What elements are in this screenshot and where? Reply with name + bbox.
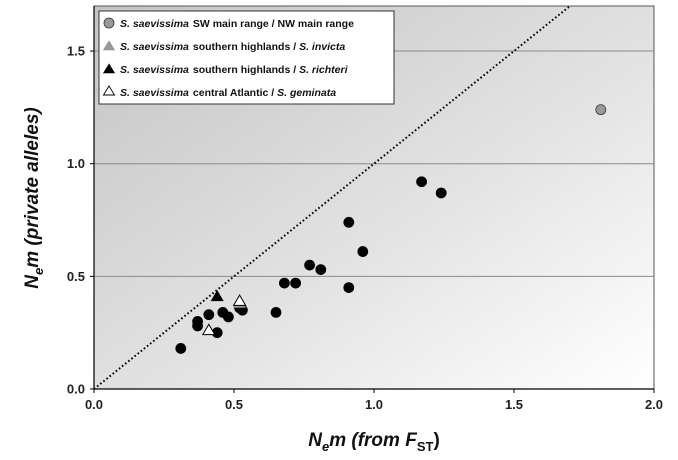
legend-marker-black-triangle (102, 63, 116, 74)
x-label-sub-st: ST (417, 439, 434, 454)
y-label-sub-e: e (31, 268, 46, 275)
legend-3-other: S. richteri (299, 64, 349, 76)
point-triangle-4-0 (201, 323, 216, 336)
reference-line-1to1 (94, 6, 571, 389)
x-tick-label-0: 0.0 (85, 397, 103, 412)
reference-line-group (94, 6, 571, 389)
axes (90, 6, 655, 393)
x-label-sub-e: e (322, 439, 329, 454)
legend-label-3: S. saevissima southern highlands / S. ric… (120, 64, 349, 76)
legend-label-1: S. saevissima SW main range / NW main ran… (120, 18, 354, 30)
legend-marker-white-triangle (102, 85, 116, 96)
legend-item-1: S. saevissima SW main range / NW main ran… (103, 17, 354, 30)
legend-label-4: S. saevissima central Atlantic / S. gemin… (120, 87, 336, 99)
legend-marker-gray-circle (103, 17, 115, 29)
y-tick-labels: 0.0 0.5 1.0 1.5 (67, 44, 85, 397)
data-points (175, 104, 607, 354)
legend-item-4: S. saevissima central Atlantic / S. gemin… (102, 85, 336, 99)
legend-4-other: S. geminata (277, 87, 336, 99)
point-circle-1-0 (595, 104, 607, 116)
y-label-n: N (22, 274, 43, 289)
point-circle-0-15 (343, 282, 355, 294)
point-circle-0-6 (222, 311, 234, 323)
x-tick-label-3: 1.5 (505, 397, 523, 412)
point-circle-0-3 (203, 309, 215, 321)
legend-box (98, 10, 395, 105)
x-label-end: ) (433, 430, 439, 451)
y-tick-label-1: 0.5 (67, 269, 85, 284)
y-tick-label-3: 1.5 (67, 44, 85, 59)
legend-2-species: S. saevissima (120, 41, 189, 53)
x-tick-label-1: 0.5 (225, 397, 243, 412)
x-label-n: N (308, 430, 323, 451)
point-circle-0-13 (315, 264, 327, 275)
point-circle-0-16 (357, 246, 369, 257)
x-label-m: m (from (329, 430, 405, 451)
point-circle-0-17 (416, 176, 428, 188)
legend-4-middle: central Atlantic / (193, 87, 277, 99)
y-axis-label: Nem (private alleles) (22, 107, 46, 289)
point-circle-0-2 (192, 316, 204, 327)
legend-item-2: S. saevissima southern highlands / S. inv… (102, 40, 345, 53)
legend-marker-gray-triangle (102, 40, 116, 51)
point-circle-0-12 (304, 259, 316, 271)
legend-3-middle: southern highlands / (193, 64, 299, 76)
point-circle-0-14 (343, 216, 355, 228)
point-circle-0-10 (278, 277, 290, 289)
point-circle-0-11 (290, 277, 302, 289)
legend: S. saevissima SW main range / NW main ran… (98, 10, 395, 105)
legend-item-3: S. saevissima southern highlands / S. ric… (102, 63, 349, 76)
point-circle-0-18 (435, 187, 447, 199)
legend-2-other: S. invicta (299, 41, 345, 53)
legend-3-species: S. saevissima (120, 64, 189, 76)
y-label-m: m (private alleles) (22, 107, 43, 268)
y-tick-label-0: 0.0 (67, 382, 85, 397)
legend-1-species: S. saevissima (120, 18, 189, 30)
y-tick-label-2: 1.0 (67, 156, 85, 171)
legend-label-2: S. saevissima southern highlands / S. inv… (120, 41, 345, 53)
x-tick-labels: 0.0 0.5 1.0 1.5 2.0 (85, 397, 663, 412)
legend-4-species: S. saevissima (120, 87, 189, 99)
point-triangle-3-0 (210, 290, 224, 302)
legend-2-middle: southern highlands / (193, 41, 299, 53)
point-circle-0-0 (175, 343, 187, 354)
legend-1-middle: SW main range / NW main range (193, 18, 354, 30)
x-tick-label-4: 2.0 (645, 397, 663, 412)
x-axis-label: Nem (from FST) (308, 430, 440, 454)
point-circle-0-9 (270, 306, 282, 318)
point-triangle-4-1 (232, 294, 247, 306)
x-tick-label-2: 1.0 (365, 397, 383, 412)
x-label-f: F (405, 430, 418, 451)
